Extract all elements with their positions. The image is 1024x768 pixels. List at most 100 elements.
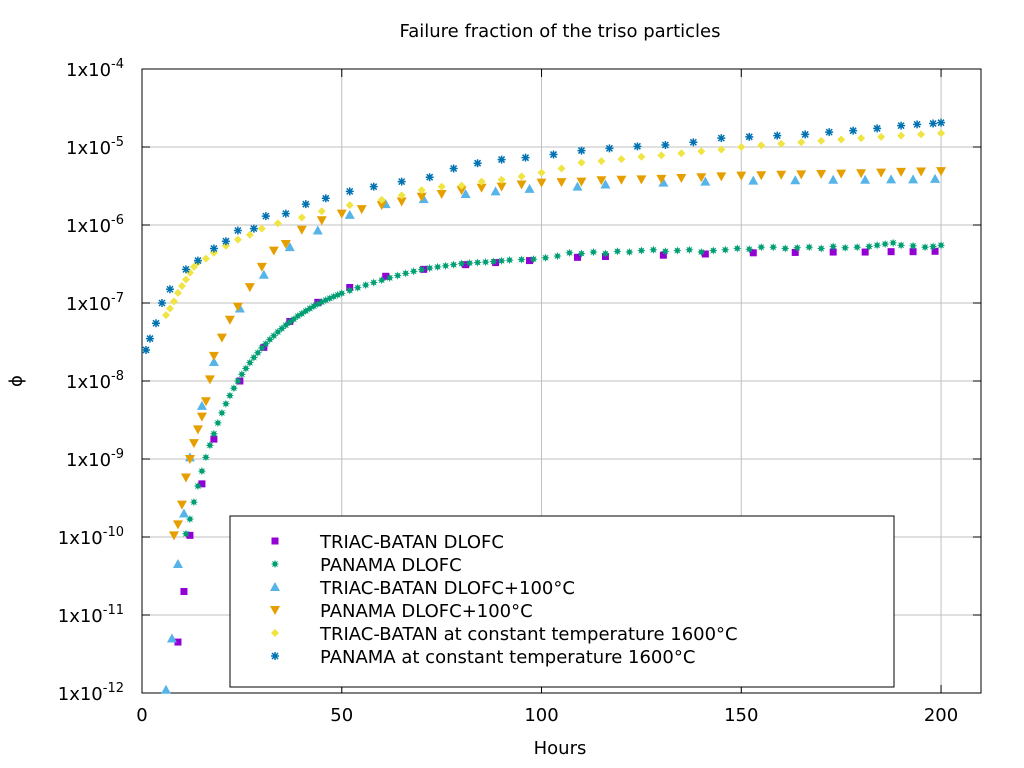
data-point bbox=[353, 283, 362, 292]
data-point bbox=[697, 147, 706, 156]
data-point bbox=[929, 119, 938, 128]
data-point bbox=[462, 261, 470, 269]
legend-marker bbox=[271, 537, 279, 545]
data-point bbox=[696, 173, 707, 183]
data-point bbox=[749, 249, 757, 257]
data-point bbox=[490, 186, 501, 196]
data-point bbox=[916, 167, 927, 177]
data-point bbox=[529, 254, 538, 264]
data-point bbox=[193, 481, 203, 491]
data-point bbox=[180, 473, 191, 483]
data-point bbox=[877, 132, 886, 141]
data-point bbox=[273, 219, 282, 228]
x-tick-label: 200 bbox=[924, 705, 958, 726]
legend-marker bbox=[270, 606, 280, 615]
data-point bbox=[181, 265, 190, 274]
data-point bbox=[188, 439, 199, 449]
data-point bbox=[201, 453, 211, 462]
data-point bbox=[897, 121, 906, 130]
data-point bbox=[791, 248, 799, 256]
data-point bbox=[887, 248, 895, 256]
data-point bbox=[909, 248, 917, 256]
y-tick-label: 1x10-8 bbox=[66, 369, 124, 393]
data-point bbox=[261, 212, 270, 221]
data-point bbox=[857, 134, 866, 143]
data-point bbox=[549, 150, 558, 159]
data-point bbox=[189, 497, 199, 507]
data-point bbox=[221, 399, 231, 409]
data-point bbox=[797, 138, 806, 147]
legend-label: PANAMA DLOFC+100°C bbox=[320, 601, 533, 622]
data-point bbox=[473, 258, 482, 267]
data-point bbox=[837, 135, 846, 144]
data-point bbox=[192, 425, 203, 435]
data-point bbox=[393, 271, 402, 280]
data-point bbox=[793, 243, 802, 253]
data-point bbox=[613, 247, 622, 256]
data-point bbox=[205, 441, 215, 450]
data-point bbox=[516, 180, 527, 190]
data-point bbox=[161, 311, 170, 320]
x-tick-label: 150 bbox=[724, 705, 758, 726]
legend-marker bbox=[271, 652, 279, 660]
data-point bbox=[908, 174, 919, 184]
legend-box bbox=[229, 515, 895, 688]
data-point bbox=[517, 255, 526, 264]
data-point bbox=[256, 262, 267, 272]
data-point bbox=[284, 242, 295, 252]
y-tick-labels: 1x10-12 1x10-11 1x10-10 1x10-9 1x10-8 1x10-7 1… bbox=[58, 57, 124, 705]
data-point bbox=[617, 155, 626, 164]
data-point bbox=[225, 391, 235, 400]
data-point bbox=[385, 273, 394, 283]
data-point bbox=[317, 207, 326, 216]
legend-marker bbox=[270, 582, 280, 591]
data-point bbox=[397, 177, 406, 186]
data-point bbox=[572, 181, 583, 191]
data-point bbox=[165, 285, 174, 294]
data-point bbox=[186, 531, 194, 539]
data-point bbox=[790, 175, 801, 185]
data-point bbox=[208, 351, 219, 361]
data-point bbox=[573, 253, 581, 261]
y-axis-label: ϕ bbox=[6, 375, 27, 387]
data-point bbox=[537, 168, 546, 177]
data-point bbox=[177, 282, 186, 291]
data-point bbox=[676, 174, 687, 184]
data-point bbox=[356, 205, 367, 215]
data-point bbox=[178, 508, 189, 518]
data-point bbox=[437, 182, 446, 191]
data-point bbox=[232, 302, 243, 312]
y-tick-label: 1x10-6 bbox=[66, 213, 124, 237]
data-point bbox=[229, 383, 239, 393]
data-point bbox=[249, 224, 258, 233]
data-point bbox=[873, 124, 882, 133]
x-tick-labels: 0 50 100 150 200 bbox=[136, 705, 958, 726]
data-point bbox=[200, 397, 211, 407]
data-point bbox=[517, 172, 526, 181]
data-point bbox=[377, 195, 386, 204]
data-point bbox=[456, 186, 467, 196]
data-point bbox=[931, 247, 939, 255]
data-point bbox=[369, 278, 378, 287]
data-point bbox=[860, 174, 871, 184]
data-point bbox=[210, 435, 218, 443]
data-point bbox=[233, 226, 242, 235]
data-point bbox=[496, 182, 507, 192]
data-point bbox=[685, 245, 694, 255]
data-point bbox=[796, 170, 807, 180]
data-point bbox=[596, 176, 607, 186]
data-point bbox=[700, 176, 711, 186]
data-point bbox=[449, 260, 458, 269]
data-point bbox=[917, 130, 926, 139]
data-point bbox=[204, 375, 215, 385]
y-tick-label: 1x10-7 bbox=[66, 291, 124, 315]
y-tick-label: 1x10-10 bbox=[58, 525, 124, 549]
legend-marker bbox=[271, 629, 279, 637]
data-point bbox=[816, 170, 827, 180]
data-point bbox=[589, 247, 598, 257]
series-3 bbox=[168, 167, 947, 541]
data-point bbox=[908, 241, 918, 251]
data-point bbox=[196, 412, 207, 422]
data-point bbox=[861, 248, 869, 256]
data-point bbox=[828, 242, 838, 251]
